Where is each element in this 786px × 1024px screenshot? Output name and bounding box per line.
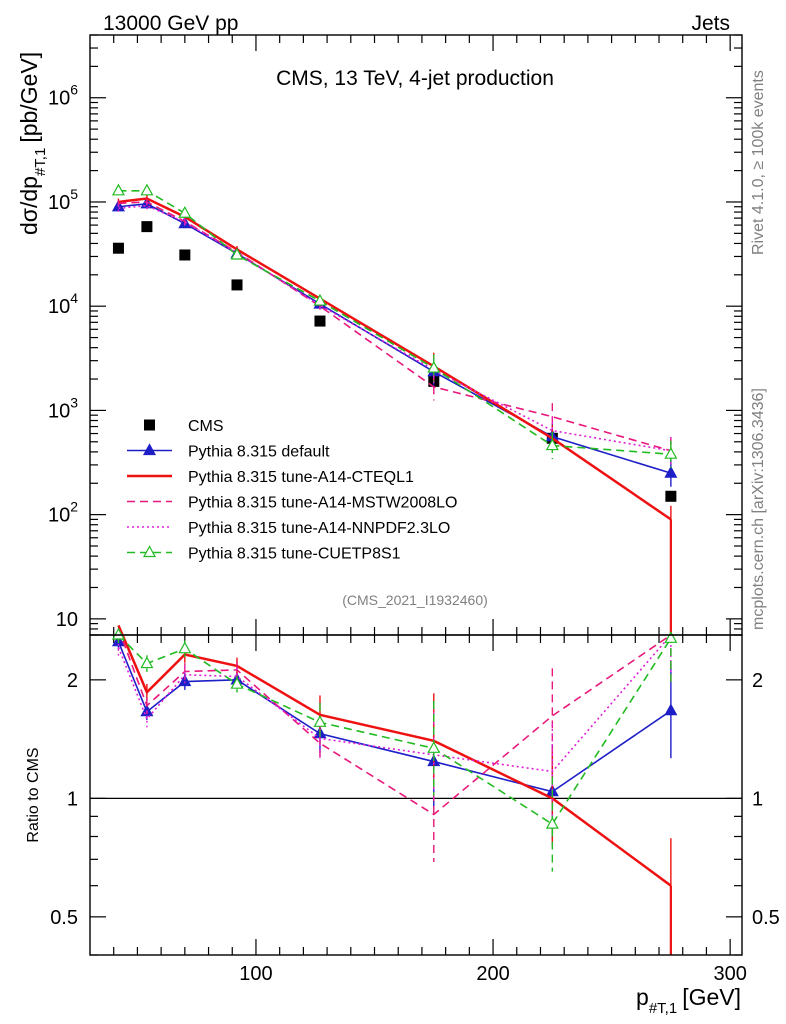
y-tick-label: 106 [48, 82, 78, 110]
ratio-y-tick-label: 0.5 [50, 907, 78, 929]
main-ylabel-unit: [pb/GeV] [16, 52, 42, 143]
series-marker [664, 446, 678, 459]
series-line [118, 204, 672, 452]
y-tick-exponent: 4 [70, 290, 78, 306]
series-marker [664, 465, 678, 478]
y-tick-base: 10 [48, 296, 70, 318]
legend-label: CMS [188, 418, 224, 435]
ratio-marker [111, 627, 125, 640]
ratio-panel: 100 200 300 0.5 0.5 1 1 2 2 [50, 624, 780, 985]
series-marker [427, 360, 441, 373]
ratio-marker [664, 631, 678, 643]
analysis-tag: (CMS_2021_I1932460) [342, 592, 488, 608]
y-tick-exponent: 6 [70, 82, 78, 98]
ratio-ylabel: Ratio to CMS [25, 747, 42, 842]
series-marker [178, 205, 192, 218]
ratio-y-tick-label-right: 0.5 [752, 907, 780, 929]
main-ylabel-sub: #T,1 [32, 148, 49, 176]
legend: CMS Pythia 8.315 default Pythia 8.315 tune… [127, 418, 457, 563]
header-right: Jets [691, 12, 730, 35]
y-tick-exponent: 5 [70, 186, 78, 202]
ratio-y-tick-label-right: 2 [752, 670, 763, 692]
main-ylabel: dσ/dp#T,1 [pb/GeV] [16, 52, 49, 235]
side-label-top: Rivet 4.1.0, ≥ 100k events [750, 70, 767, 255]
y-tick-label: 10 [56, 609, 78, 631]
series-marker [313, 293, 327, 306]
series-marker [140, 183, 154, 196]
cms-data-point [179, 249, 191, 261]
x-tick-label: 200 [476, 963, 509, 985]
y-tick-base: 10 [48, 88, 70, 110]
x-tick-label: 100 [239, 963, 272, 985]
y-tick-label: 104 [48, 290, 78, 318]
series-line [118, 197, 672, 521]
ratio-marker [178, 641, 192, 654]
ratio-series-line [117, 634, 672, 773]
cms-data-point [112, 242, 124, 254]
legend-label: Pythia 8.315 tune-A14-MSTW2008LO [188, 495, 457, 512]
legend-marker [144, 419, 155, 431]
legend-label: Pythia 8.315 tune-CUETP8S1 [188, 546, 401, 563]
ratio-y-tick-label-right: 1 [752, 788, 763, 810]
x-axis-label-unit: [GeV] [682, 984, 741, 1010]
ratio-marker [427, 741, 441, 753]
ratio-marker [230, 676, 244, 689]
legend-label: Pythia 8.315 tune-A14-NNPDF2.3LO [188, 520, 450, 537]
ratio-y-tick-label: 2 [67, 670, 78, 692]
ratio-series-line [117, 634, 672, 826]
cms-data-point [314, 315, 326, 327]
y-tick-label: 105 [48, 186, 78, 214]
ratio-marker [140, 656, 154, 669]
cms-data-point [231, 279, 243, 291]
ratio-marker [313, 715, 327, 727]
legend-marker [142, 443, 157, 456]
header-left: 13000 GeV pp [103, 12, 238, 35]
y-tick-exponent: 3 [70, 394, 78, 410]
ratio-series-line [117, 624, 672, 887]
cms-data-point [665, 490, 677, 502]
ratio-marker [664, 703, 678, 716]
legend-marker [142, 545, 157, 558]
legend-label: Pythia 8.315 default [188, 444, 330, 461]
x-tick-label: 300 [713, 963, 746, 985]
y-tick-label: 103 [48, 394, 78, 422]
x-axis-label-base: p [636, 984, 649, 1010]
series-line [118, 201, 672, 452]
chart-title: CMS, 13 TeV, 4-jet production [276, 67, 554, 90]
main-ylabel-base: dσ/dp [16, 176, 42, 235]
legend-label: Pythia 8.315 tune-A14-CTEQL1 [188, 469, 414, 486]
ratio-series-line [117, 641, 672, 793]
y-tick-base: 10 [48, 192, 70, 214]
series-marker [230, 247, 244, 260]
y-tick-base: 10 [56, 609, 78, 631]
y-tick-base: 10 [48, 505, 70, 527]
x-axis-label: p#T,1 [GeV] [636, 984, 741, 1017]
ratio-frame [89, 634, 743, 956]
side-label-bottom: mcplots.cern.ch [arXiv:1306.3436] [750, 388, 767, 630]
y-tick-label: 102 [48, 499, 78, 527]
y-tick-exponent: 2 [70, 499, 78, 515]
ratio-marker [545, 816, 559, 829]
y-tick-base: 10 [48, 400, 70, 422]
series-marker [545, 438, 559, 451]
x-axis-label-sub: #T,1 [649, 1000, 677, 1017]
ratio-series-line [117, 628, 672, 816]
ratio-marker [178, 674, 192, 687]
series-line [118, 189, 671, 456]
series-marker [111, 183, 125, 196]
cms-data-point [141, 221, 153, 233]
ratio-y-tick-label: 1 [67, 788, 78, 810]
